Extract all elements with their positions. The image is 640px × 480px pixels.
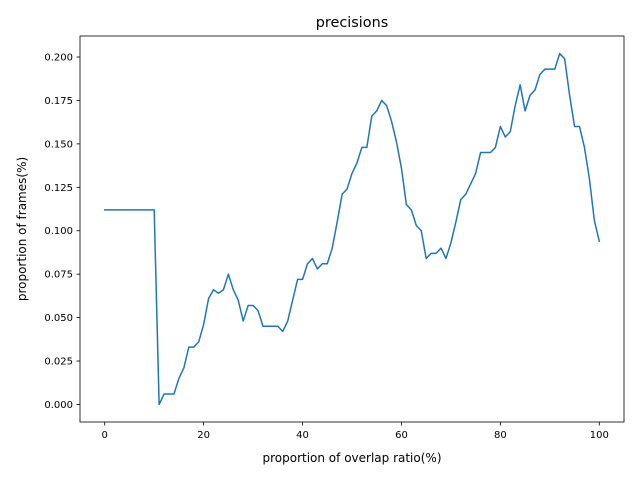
x-tick-label: 40 — [296, 430, 309, 441]
x-tick-label: 80 — [494, 430, 507, 441]
y-tick-label: 0.125 — [44, 183, 73, 194]
x-tick-label: 60 — [395, 430, 408, 441]
x-tick-label: 100 — [590, 430, 609, 441]
chart-title: precisions — [316, 15, 388, 31]
series-line-0 — [103, 52, 601, 406]
y-tick-label: 0.075 — [44, 270, 73, 281]
y-tick-label: 0.175 — [44, 96, 73, 107]
y-tick-label: 0.200 — [44, 53, 73, 64]
x-tick-label: 20 — [197, 430, 210, 441]
x-tick-label: 0 — [102, 430, 108, 441]
axes-layer: 0 20 40 60 80 100 0.000 0.025 0.050 0.075 0.100 0.1… — [44, 35, 625, 441]
y-axis-label: proportion of frames(%) — [15, 157, 29, 301]
y-tick-label: 0.025 — [44, 357, 73, 368]
x-axis-label: proportion of overlap ratio(%) — [262, 451, 441, 465]
y-tick-label: 0.050 — [44, 313, 73, 324]
y-tick-label: 0.000 — [44, 400, 73, 411]
y-tick-label: 0.100 — [44, 226, 73, 237]
y-tick-label: 0.150 — [44, 139, 73, 150]
axes-frame — [79, 35, 625, 423]
series-layer — [103, 52, 601, 406]
